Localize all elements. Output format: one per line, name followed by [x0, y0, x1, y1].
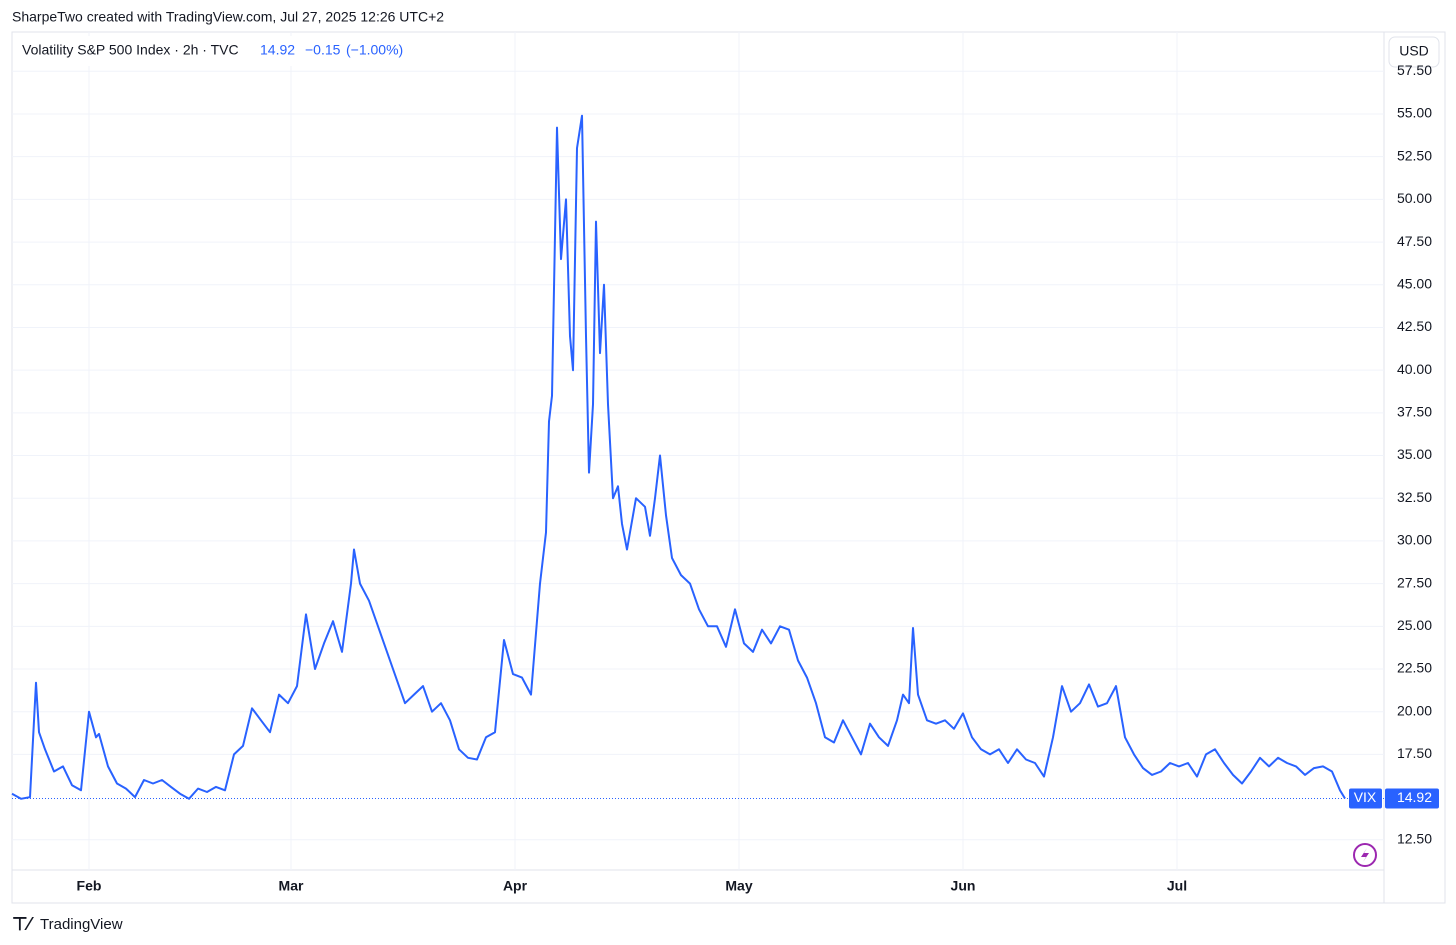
y-tick-label: 30.00: [1397, 532, 1432, 548]
y-tick-label: 47.50: [1397, 233, 1432, 249]
y-tick-label: 42.50: [1397, 318, 1432, 334]
price-line: [11, 114, 1346, 800]
x-tick-label: May: [725, 878, 752, 894]
plot: [11, 114, 1384, 800]
symbol-badge: [1349, 788, 1382, 809]
price-badge: [1385, 788, 1439, 809]
x-tick-label: Feb: [77, 878, 102, 894]
last-price: 14.92: [260, 42, 295, 58]
currency[interactable]: USD: [1399, 43, 1429, 59]
y-tick-label: 32.50: [1397, 489, 1432, 505]
y-tick-label: 25.00: [1397, 617, 1432, 633]
price-badge-text: 14.92: [1397, 789, 1432, 805]
x-tick-label: Jul: [1167, 878, 1187, 894]
symbol-badge-text: VIX: [1354, 789, 1377, 805]
symbol: Volatility S&P 500 Index · 2h · TVC: [22, 42, 239, 58]
x-tick-label: Apr: [503, 878, 528, 894]
lightning-glyph: [1361, 848, 1369, 862]
y-tick-label: 40.00: [1397, 361, 1432, 377]
y-tick-label: 35.00: [1397, 446, 1432, 462]
y-tick-label: 52.50: [1397, 147, 1432, 163]
grid: [12, 32, 1384, 870]
y-tick-label: 22.50: [1397, 660, 1432, 676]
brand: TradingView: [40, 916, 123, 933]
y-tick-label: 20.00: [1397, 702, 1432, 718]
y-tick-label: 17.50: [1397, 745, 1432, 761]
lightning-icon[interactable]: [1353, 843, 1377, 867]
attribution: SharpeTwo created with TradingView.com, …: [12, 9, 444, 25]
currency-button[interactable]: [1388, 36, 1440, 68]
x-tick-label: Jun: [951, 878, 976, 894]
x-tick-label: Mar: [279, 878, 304, 894]
change: −0.15: [305, 42, 341, 58]
y-tick-label: 55.00: [1397, 105, 1432, 121]
y-tick-label: 37.50: [1397, 404, 1432, 420]
logo-mark: ⊤⁄: [12, 914, 35, 934]
y-tick-label: 12.50: [1397, 831, 1432, 847]
y-tick-label: 45.00: [1397, 275, 1432, 291]
chart-frame: [11, 31, 1446, 904]
legend-bg: [14, 36, 414, 66]
y-tick-label: 27.50: [1397, 574, 1432, 590]
change-pct: (−1.00%): [346, 42, 403, 58]
y-tick-label: 50.00: [1397, 190, 1432, 206]
y-tick-label: 57.50: [1397, 62, 1432, 78]
